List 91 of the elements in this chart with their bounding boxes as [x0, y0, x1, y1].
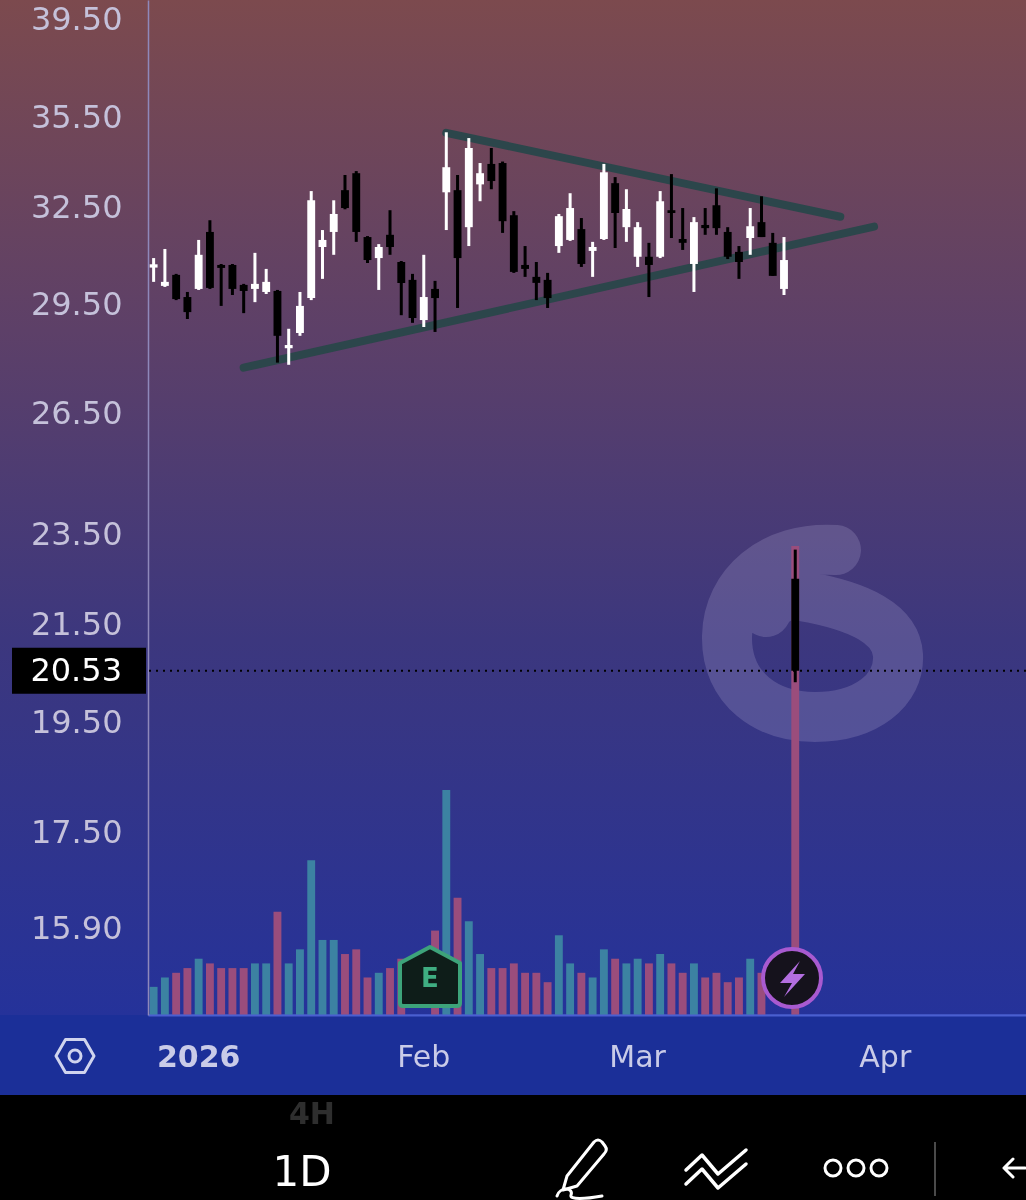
bar [341, 954, 349, 1015]
y-tick-label: 35.50 [30, 98, 123, 137]
candlestick [746, 208, 755, 255]
bar [251, 963, 259, 1015]
candlestick [374, 244, 383, 290]
bar [149, 986, 158, 1015]
bar [735, 977, 743, 1015]
bar [554, 935, 563, 1015]
bar [599, 949, 608, 1015]
bar [667, 963, 676, 1015]
x-tick-label: Mar [609, 1038, 667, 1074]
candlestick [329, 200, 338, 255]
bar [307, 860, 316, 1015]
bar [498, 968, 507, 1015]
bar [329, 939, 338, 1015]
y-tick-label: 17.50 [30, 812, 123, 851]
y-tick-label: 23.50 [30, 514, 123, 553]
bar [746, 958, 755, 1015]
bar [205, 963, 214, 1015]
bar [183, 968, 192, 1015]
bar [172, 972, 181, 1015]
bar [521, 972, 530, 1015]
y-tick-label: 15.90 [30, 909, 123, 948]
bar [284, 963, 293, 1015]
bar [509, 963, 518, 1015]
bar [622, 963, 631, 1015]
candlestick [228, 263, 237, 296]
bar [464, 921, 473, 1015]
bar [228, 968, 237, 1015]
candlestick [532, 262, 541, 302]
bar [194, 958, 203, 1015]
ref-line-label: 20.53 [30, 650, 122, 689]
candlestick [217, 263, 226, 306]
candlestick [476, 163, 484, 203]
candlestick [735, 246, 743, 279]
text: 1D [272, 1147, 332, 1196]
bar [577, 972, 586, 1015]
candlestick [284, 327, 293, 365]
y-tick-label: 26.50 [30, 393, 123, 432]
candlestick [149, 258, 158, 282]
bar [363, 977, 372, 1015]
candlestick [588, 240, 597, 277]
bar [296, 949, 304, 1015]
bar [239, 968, 248, 1015]
candlestick [644, 241, 653, 298]
candlestick [419, 253, 428, 328]
candlestick [160, 248, 169, 287]
candlestick [397, 261, 406, 317]
bar [217, 968, 226, 1015]
bar [566, 963, 575, 1015]
candlestick [543, 271, 552, 308]
annotation: E [421, 963, 439, 993]
y-tick-label: 21.50 [30, 604, 123, 643]
bar [476, 954, 484, 1015]
bar [262, 963, 271, 1015]
x-tick-label: Feb [397, 1038, 451, 1074]
bar [532, 972, 541, 1015]
bar [690, 963, 698, 1015]
candlestick [239, 282, 248, 315]
bar [374, 972, 383, 1015]
bar [487, 968, 496, 1015]
x-tick-label: Apr [859, 1038, 912, 1074]
bar [611, 958, 620, 1015]
bar [633, 958, 642, 1015]
bar [160, 977, 169, 1015]
candlestick [667, 174, 676, 239]
bar [588, 977, 597, 1015]
candlestick [622, 189, 631, 242]
candlestick [431, 279, 439, 332]
bar [386, 968, 394, 1015]
candlestick [183, 291, 192, 320]
x-tick-label: 2026 [156, 1038, 241, 1074]
candlestick [678, 208, 687, 250]
y-tick-label: 19.50 [30, 703, 123, 742]
y-tick-label: 32.50 [30, 187, 123, 226]
bar [644, 963, 653, 1015]
candlestick [341, 175, 349, 210]
candlestick [262, 267, 271, 294]
bar [678, 972, 687, 1015]
bar [352, 949, 361, 1015]
candlestick [701, 208, 710, 235]
candlestick [386, 210, 394, 255]
bar [656, 954, 665, 1015]
candlestick [521, 246, 530, 277]
candlestick [487, 147, 496, 190]
y-tick-label: 29.50 [30, 285, 123, 324]
y-tick-label: 39.50 [30, 0, 123, 38]
bar [723, 982, 732, 1015]
candlestick [251, 251, 259, 304]
bar [543, 982, 552, 1015]
bar [701, 977, 710, 1015]
